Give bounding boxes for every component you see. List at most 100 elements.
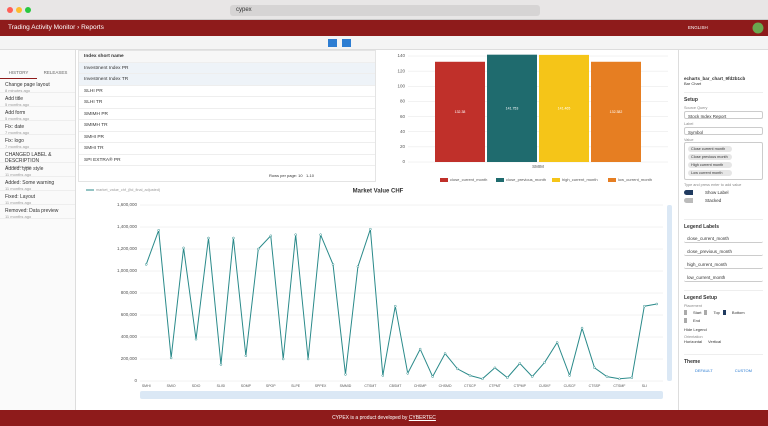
x-tick-label: SMIO (167, 384, 176, 388)
history-item[interactable]: CHANGED LABEL & DESCRIPTION 11 months ago (0, 149, 75, 169)
point (630, 376, 634, 379)
point (394, 304, 397, 308)
history-item[interactable]: Added: Some warning 11 months ago (0, 177, 75, 191)
point (306, 357, 310, 361)
label-select[interactable]: Symbol (684, 127, 763, 135)
theme-tab[interactable]: DEFAULT (695, 367, 713, 373)
radio[interactable]: Hide Legend (684, 326, 707, 332)
history-title: Added: Some warning (5, 180, 55, 186)
x-tick-label: CUSCF (564, 384, 576, 388)
history-time: 11 months ago (5, 214, 32, 219)
value-select[interactable]: Close current month Close previous month H… (684, 142, 763, 180)
table-row[interactable]: SMHI PR (79, 132, 375, 143)
table-row[interactable]: SMIMH TR (79, 120, 375, 132)
x-tick-label: SOMP (241, 384, 252, 388)
history-time: 5 months ago (5, 116, 30, 121)
history-item[interactable]: Add title 5 months ago (0, 93, 75, 107)
source-select[interactable]: Stock Index Report (684, 111, 763, 119)
y-tick-label: 120 (397, 68, 405, 73)
point (605, 375, 609, 378)
field-label: Orientation (684, 334, 703, 339)
radio[interactable]: Start (684, 309, 701, 315)
history-title: Fix: logo (5, 138, 24, 144)
history-title: Fix: date (5, 124, 25, 130)
theme-tab[interactable]: CUSTOM (734, 367, 752, 373)
table-row[interactable]: Investment Index TR (79, 74, 375, 86)
history-item[interactable]: Fixed: Layout 11 months ago (0, 191, 75, 205)
y-tick-label: 600,000 (121, 312, 138, 317)
x-tick-label: SDIO (192, 384, 201, 388)
table-row[interactable]: SPI EXTRA® PR (79, 155, 375, 166)
table-row[interactable]: Investment Index PR (79, 62, 375, 74)
radio[interactable]: Vertical (708, 338, 722, 344)
breadcrumb[interactable]: Reports (81, 24, 104, 31)
legend-field[interactable]: high_current_month (684, 261, 763, 269)
table-row[interactable]: SMHI TR (79, 143, 375, 155)
value-chip[interactable]: Low current month (688, 169, 732, 177)
y-tick-label: 60 (400, 114, 406, 119)
app-title[interactable]: Trading Activity Monitor (8, 24, 76, 31)
table-row[interactable]: SMIMH PR (79, 109, 375, 120)
point (319, 233, 322, 236)
history-item[interactable]: Added: type style 11 months ago (0, 163, 75, 177)
address-bar[interactable]: cypex (230, 5, 540, 16)
radio[interactable]: Horizontal (684, 338, 703, 344)
point (568, 374, 571, 377)
radio[interactable]: Bottom (722, 309, 745, 315)
x-tick-label: CHSMD (439, 384, 452, 388)
bar-chart: 0 20 40 60 80 100 120 140 SMIM 132.38 141.753 141.4… (397, 53, 668, 182)
point (456, 367, 459, 371)
history-item[interactable]: Add form 5 months ago (0, 107, 75, 121)
avatar[interactable] (752, 22, 764, 34)
point (269, 234, 272, 238)
point (207, 236, 210, 240)
value-chip[interactable]: Close current month (688, 145, 732, 153)
history-item[interactable]: Fix: logo 7 months ago (0, 135, 75, 149)
legend-field[interactable]: close_previous_month (684, 248, 763, 256)
layout-toggle[interactable] (328, 39, 352, 47)
point (244, 354, 248, 357)
sidebar-tab[interactable]: HISTORY (0, 67, 37, 79)
history-item[interactable]: Fix: date 7 months ago (0, 121, 75, 135)
radio[interactable]: Top (704, 309, 720, 315)
history-time: 11 months ago (5, 164, 32, 169)
x-tick-label: CTSMT (364, 384, 377, 388)
table-header[interactable]: Index short name (79, 51, 375, 63)
section-title: Setup (684, 92, 763, 103)
history-time: 11 months ago (5, 200, 32, 205)
point (655, 302, 659, 306)
legend-field[interactable]: close_current_month (684, 235, 763, 243)
switch[interactable]: Stacked (684, 197, 763, 203)
rows-per-page[interactable]: 10 (298, 173, 303, 178)
theme-tabs: DEFAULT CUSTOM (684, 368, 763, 373)
vertical-slider (667, 205, 672, 381)
field-label: Source Query (684, 106, 708, 110)
y-tick-label: 1,000,000 (117, 268, 138, 273)
history-item[interactable]: Removed: Data preview 11 months ago (0, 205, 75, 219)
language[interactable]: ENGLISH (688, 25, 708, 30)
point (618, 377, 621, 381)
legend-field[interactable]: low_current_month (684, 274, 763, 282)
value-chip[interactable]: High current month (688, 161, 732, 169)
point (493, 366, 497, 370)
line (145, 229, 657, 380)
point (543, 361, 546, 364)
point (281, 357, 285, 361)
table-row[interactable]: SLHI TR (79, 97, 375, 109)
pagination: Rows per page: 10 1-10 (269, 173, 314, 178)
history-item[interactable]: Change page layout 8 minutes ago (0, 79, 75, 93)
sidebar-tab[interactable]: RELEASES (43, 70, 68, 75)
point (257, 247, 260, 251)
value-chip[interactable]: Close previous month (688, 153, 732, 161)
switch[interactable]: Show Label (684, 189, 763, 195)
radio[interactable]: End (684, 317, 700, 323)
properties-panel: echarts_bar_chart_9fd2b1cb Bar Chart Setup… (678, 50, 768, 410)
section-title: Theme (684, 353, 763, 365)
point (593, 366, 596, 370)
table-row[interactable]: SLHI PR (79, 86, 375, 97)
placement-group: Start Top Bottom End (684, 309, 763, 323)
table: Index short name Investment Index PR Inve… (78, 50, 376, 182)
footer-text: CYPEX is a product developed by (332, 415, 408, 421)
footer-brand[interactable]: CYBERTEC (408, 415, 436, 421)
